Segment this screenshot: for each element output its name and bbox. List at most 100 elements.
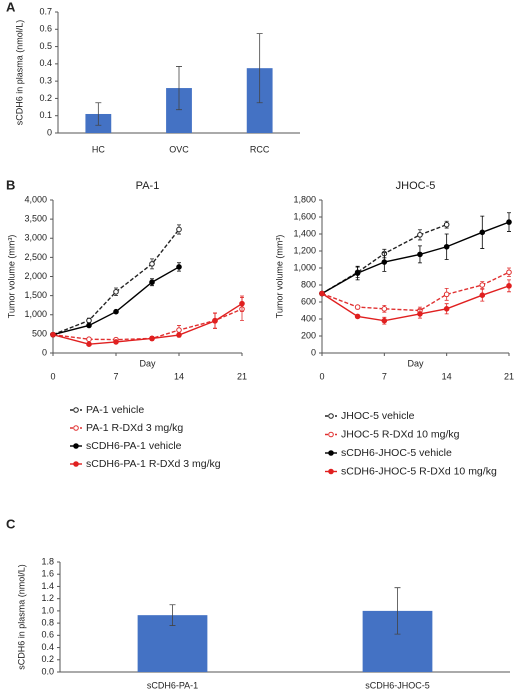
y-tick-label: 1,800 bbox=[293, 194, 316, 204]
x-tick-label: sCDH6-PA-1 bbox=[147, 680, 198, 690]
legend-marker bbox=[328, 468, 334, 475]
data-point bbox=[113, 289, 119, 295]
error-bar bbox=[95, 102, 102, 126]
legend-label: sCDH6-PA-1 R-DXd 3 mg/kg bbox=[86, 458, 221, 470]
legend-label: PA-1 vehicle bbox=[86, 404, 144, 416]
series-line bbox=[321, 285, 510, 322]
data-point bbox=[239, 300, 245, 307]
y-tick-label: 0.4 bbox=[41, 642, 54, 652]
data-point bbox=[86, 322, 92, 329]
data-point bbox=[443, 243, 450, 250]
x-tick-label: RCC bbox=[250, 144, 270, 154]
y-tick-label: 0.1 bbox=[39, 110, 52, 120]
legend-marker bbox=[328, 450, 334, 456]
y-tick-label: 0.7 bbox=[39, 6, 52, 16]
y-tick-label: 0 bbox=[47, 127, 52, 137]
y-axis-label: sCDH6 in plasma (nmol/L) bbox=[16, 564, 26, 670]
x-tick-label: 14 bbox=[442, 371, 452, 381]
data-point bbox=[149, 279, 155, 286]
data-point bbox=[50, 331, 56, 338]
data-point bbox=[354, 270, 361, 276]
error-bar bbox=[394, 587, 401, 635]
y-tick-label: 400 bbox=[301, 313, 316, 323]
y-axis-label: sCDH6 in plasma (nmol/L) bbox=[14, 20, 24, 126]
data-point bbox=[506, 219, 512, 225]
legend-label: JHOC-5 R-DXd 10 mg/kg bbox=[341, 428, 460, 440]
legend-marker bbox=[73, 407, 79, 413]
y-tick-label: 0.5 bbox=[39, 41, 52, 51]
y-tick-label: 200 bbox=[301, 330, 316, 340]
data-point bbox=[381, 259, 388, 265]
data-point bbox=[443, 291, 450, 298]
y-tick-label: 0.8 bbox=[41, 617, 54, 627]
y-tick-label: 2,500 bbox=[24, 252, 47, 262]
data-point bbox=[479, 282, 486, 288]
data-point bbox=[113, 339, 119, 345]
y-tick-label: 0.6 bbox=[39, 24, 52, 34]
y-tick-label: 0.4 bbox=[39, 58, 52, 68]
y-tick-label: 1.6 bbox=[41, 569, 54, 579]
y-tick-label: 3,000 bbox=[24, 233, 47, 243]
y-tick-label: 800 bbox=[301, 279, 316, 289]
y-tick-label: 1,000 bbox=[24, 309, 47, 319]
y-tick-label: 1,000 bbox=[293, 262, 316, 272]
legend-marker bbox=[73, 425, 79, 431]
data-point bbox=[479, 229, 486, 236]
x-tick-label: 21 bbox=[504, 371, 514, 381]
data-point bbox=[176, 327, 182, 333]
legend-marker bbox=[73, 461, 79, 467]
y-tick-label: 0 bbox=[311, 347, 316, 357]
series-line bbox=[52, 229, 180, 336]
data-point bbox=[176, 264, 182, 270]
x-tick-label: 0 bbox=[319, 371, 324, 381]
y-tick-label: 600 bbox=[301, 296, 316, 306]
y-tick-label: 4,000 bbox=[24, 194, 47, 204]
legend-marker bbox=[328, 431, 334, 438]
y-tick-label: 0.0 bbox=[41, 666, 54, 676]
y-tick-label: 1,400 bbox=[293, 228, 316, 238]
data-point bbox=[319, 290, 325, 297]
x-tick-label: 21 bbox=[237, 371, 247, 381]
x-axis-label: Day bbox=[139, 358, 156, 368]
data-point bbox=[149, 261, 155, 267]
y-tick-label: 0 bbox=[42, 347, 47, 357]
panel-label: B bbox=[6, 177, 15, 192]
y-tick-label: 1,600 bbox=[293, 211, 316, 221]
x-tick-label: 0 bbox=[50, 371, 55, 381]
legend-label: JHOC-5 vehicle bbox=[341, 410, 415, 422]
data-point bbox=[443, 221, 450, 228]
y-tick-label: 1.0 bbox=[41, 605, 54, 615]
error-bar bbox=[176, 66, 182, 111]
x-tick-label: HC bbox=[92, 144, 105, 154]
legend-label: sCDH6-JHOC-5 R-DXd 10 mg/kg bbox=[341, 465, 497, 477]
y-tick-label: 500 bbox=[32, 328, 47, 338]
x-tick-label: 7 bbox=[382, 371, 387, 381]
y-tick-label: 1,500 bbox=[24, 290, 47, 300]
chart-title: JHOC-5 bbox=[396, 180, 436, 192]
data-point bbox=[212, 318, 218, 324]
data-point bbox=[149, 335, 155, 342]
panel-label: A bbox=[6, 0, 16, 14]
data-point bbox=[479, 292, 486, 299]
data-point bbox=[417, 251, 423, 258]
y-tick-label: 3,500 bbox=[24, 214, 47, 224]
data-point bbox=[113, 308, 119, 315]
data-point bbox=[86, 336, 92, 343]
legend-label: PA-1 R-DXd 3 mg/kg bbox=[86, 422, 183, 434]
data-point bbox=[443, 306, 450, 312]
data-point bbox=[176, 332, 182, 338]
y-axis-label: Tumor volume (mm³) bbox=[274, 235, 284, 319]
y-tick-label: 0.3 bbox=[39, 76, 52, 86]
data-point bbox=[417, 232, 423, 238]
x-tick-label: 14 bbox=[174, 371, 184, 381]
y-tick-label: 0.2 bbox=[39, 93, 52, 103]
error-bar bbox=[256, 33, 263, 104]
error-bar bbox=[169, 604, 176, 626]
data-point bbox=[506, 269, 512, 276]
x-tick-label: OVC bbox=[169, 144, 189, 154]
x-tick-label: sCDH6-JHOC-5 bbox=[365, 680, 430, 690]
panel-label: C bbox=[6, 516, 16, 531]
y-tick-label: 1.2 bbox=[41, 593, 54, 603]
y-axis-label: Tumor volume (mm³) bbox=[6, 235, 16, 319]
